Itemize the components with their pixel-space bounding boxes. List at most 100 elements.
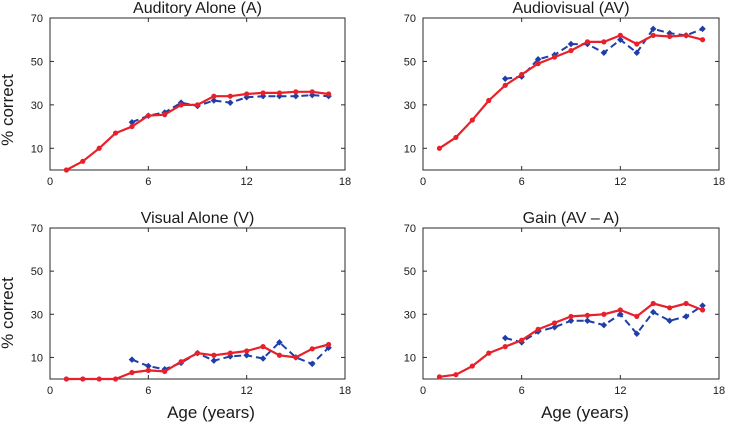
data-point-observed xyxy=(699,25,706,33)
data-point-model xyxy=(683,32,689,38)
y-tick-label: 50 xyxy=(404,266,416,278)
chart-panel-1: Auditory Alone (A) 0 6 12 18 10 30 50 70 xyxy=(31,0,351,188)
data-point-model xyxy=(568,47,574,54)
x-tick-label: 12 xyxy=(614,385,626,397)
data-point-model xyxy=(112,130,119,136)
chart-panel-4: Gain (AV – A) 0 6 12 18 10 30 50 70 xyxy=(404,210,725,397)
y-tick-label: 10 xyxy=(31,143,43,155)
data-point-observed xyxy=(501,334,509,342)
data-point-model xyxy=(194,102,201,108)
x-tick-label: 12 xyxy=(614,176,626,188)
data-point-model xyxy=(227,350,233,356)
y-axis-label-bottom: % correct xyxy=(0,277,17,349)
chart-title: Auditory Alone (A) xyxy=(133,0,262,17)
data-point-model xyxy=(112,376,119,382)
y-tick-label: 70 xyxy=(31,13,43,25)
x-tick-label: 18 xyxy=(339,176,351,188)
data-point-model xyxy=(63,376,69,382)
data-point-model xyxy=(436,374,443,380)
axes-frame xyxy=(49,17,346,171)
data-point-model xyxy=(162,112,168,118)
data-point-model xyxy=(502,344,508,350)
x-tick-label: 0 xyxy=(420,176,426,188)
data-point-observed xyxy=(501,75,509,83)
axes-frame xyxy=(422,17,720,171)
data-point-model xyxy=(469,363,475,369)
data-point-model xyxy=(326,341,332,348)
data-point-model xyxy=(568,313,574,320)
data-point-model xyxy=(699,307,706,313)
data-point-observed xyxy=(308,360,316,368)
series-line-observed xyxy=(131,94,329,124)
data-point-model xyxy=(276,90,283,96)
data-point-model xyxy=(502,82,508,88)
data-point-model xyxy=(309,346,315,352)
data-point-model xyxy=(293,89,299,95)
data-point-model xyxy=(535,326,541,332)
x-tick-label: 18 xyxy=(339,385,351,397)
data-point-model xyxy=(309,89,315,95)
data-point-observed xyxy=(633,330,641,337)
chart-title: Visual Alone (V) xyxy=(141,210,255,227)
x-tick-label: 6 xyxy=(519,385,525,397)
x-tick-label: 0 xyxy=(420,385,426,397)
x-tick-label: 18 xyxy=(713,176,725,188)
x-axis-label-left: Age (years) xyxy=(167,403,255,422)
data-point-model xyxy=(699,37,706,43)
data-point-model xyxy=(601,39,607,45)
data-point-model xyxy=(667,305,673,311)
data-point-observed xyxy=(666,317,673,325)
data-point-observed xyxy=(227,99,234,106)
data-point-model xyxy=(601,311,607,317)
chart-panel-3: Visual Alone (V) 0 6 12 18 10 30 50 70 xyxy=(31,210,351,397)
y-tick-label: 10 xyxy=(404,352,416,364)
data-point-observed xyxy=(617,311,624,318)
data-point-model xyxy=(227,93,233,99)
y-tick-label: 70 xyxy=(404,13,416,25)
x-tick-label: 12 xyxy=(241,385,253,397)
data-point-model xyxy=(244,91,250,97)
data-point-observed xyxy=(699,302,706,309)
chart-panel-2: Audiovisual (AV) 0 6 12 18 10 30 50 70 xyxy=(404,0,725,188)
y-tick-label: 50 xyxy=(404,56,416,68)
data-point-model xyxy=(194,350,201,356)
data-point-observed xyxy=(649,308,657,316)
data-point-observed xyxy=(567,40,575,48)
data-point-observed xyxy=(210,357,218,364)
data-point-model xyxy=(244,348,250,354)
data-point-model xyxy=(326,91,332,97)
data-point-model xyxy=(519,71,525,78)
data-point-model xyxy=(634,313,640,320)
x-tick-label: 6 xyxy=(145,176,151,188)
data-point-observed xyxy=(276,339,283,346)
chart-title: Gain (AV – A) xyxy=(523,210,620,227)
data-point-observed xyxy=(128,118,136,126)
data-point-observed xyxy=(210,97,218,104)
data-point-model xyxy=(129,123,135,130)
data-point-model xyxy=(667,33,673,40)
y-tick-label: 50 xyxy=(31,56,43,68)
data-point-model xyxy=(80,376,86,382)
axes-frame xyxy=(49,227,346,380)
y-tick-label: 70 xyxy=(404,223,416,235)
data-point-model xyxy=(293,354,299,361)
data-point-model xyxy=(276,352,283,358)
data-point-model xyxy=(551,54,558,60)
y-tick-label: 50 xyxy=(31,266,43,278)
x-tick-label: 0 xyxy=(47,176,53,188)
data-point-model xyxy=(486,350,492,356)
data-point-model xyxy=(453,372,459,378)
x-tick-label: 6 xyxy=(145,385,151,397)
data-point-model xyxy=(80,158,86,164)
data-point-model xyxy=(260,344,266,350)
data-point-observed xyxy=(551,323,558,331)
x-tick-label: 6 xyxy=(519,176,525,188)
axes-frame xyxy=(422,227,720,380)
data-point-observed xyxy=(128,356,136,363)
data-point-model xyxy=(650,300,656,307)
data-point-model xyxy=(486,97,492,104)
data-point-model xyxy=(162,368,168,375)
data-point-model xyxy=(469,117,475,123)
data-point-model xyxy=(96,376,102,382)
